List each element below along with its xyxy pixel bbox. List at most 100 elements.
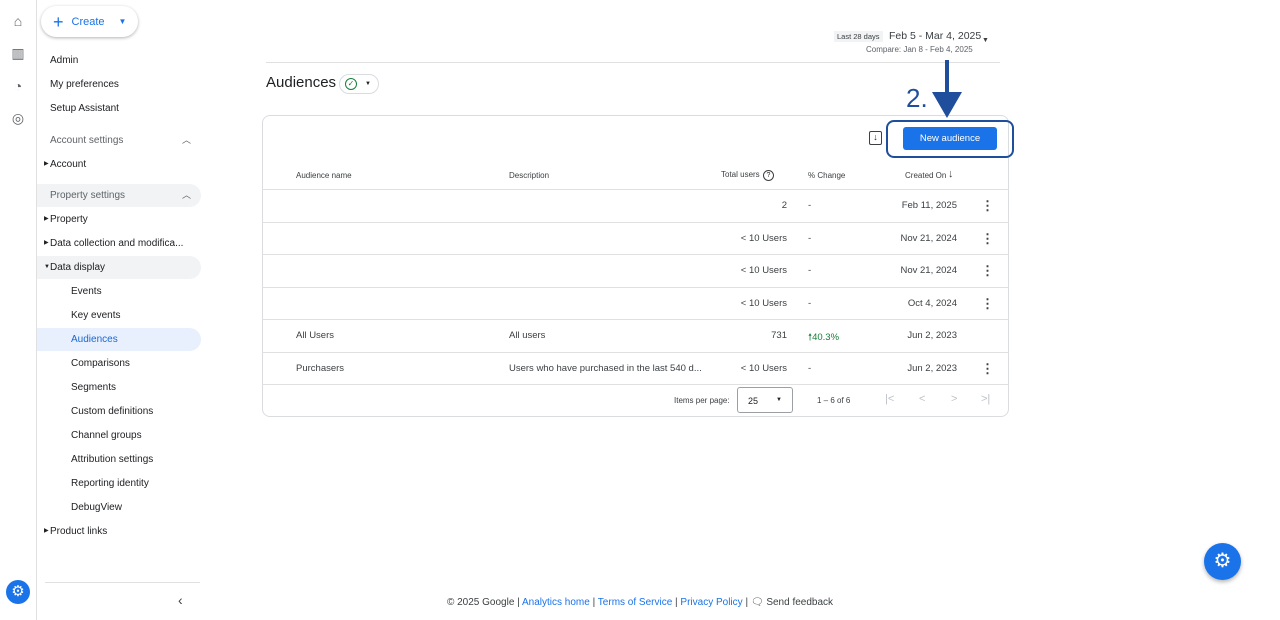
sidebar-item-debugview[interactable]: DebugView [71,502,122,513]
assistant-fab-icon[interactable]: ⚙ [1204,543,1241,580]
change-cell: - [808,200,812,211]
change-cell: - [808,232,812,244]
users-cell: < 10 Users [740,363,787,374]
sidebar-item-attribution-settings[interactable]: Attribution settings [71,454,154,465]
home-icon[interactable]: ⌂ [13,13,23,29]
footer: © 2025 Google | Analytics home | Terms o… [446,597,834,608]
users-cell: 731 [771,330,787,342]
send-feedback-link[interactable]: Send feedback [766,597,834,608]
help-icon[interactable]: ? [763,170,774,181]
created-cell: Oct 4, 2024 [907,297,957,309]
sidebar-item-my-preferences[interactable]: My preferences [50,79,119,90]
sidebar-item-property[interactable]: ▶ Property [37,208,201,231]
change-cell: - [808,363,812,374]
caret-right-icon: ▶ [44,240,49,246]
check-circle-icon: ✓ [345,78,357,90]
more-vert-icon[interactable]: ⋮ [981,230,994,246]
sidebar-item-comparisons[interactable]: Comparisons [71,358,130,369]
column-header-total-users[interactable]: Total users [721,170,760,179]
sidebar-item-data-collection-and-modifica[interactable]: ▶ Data collection and modifica... [37,232,201,255]
download-icon[interactable]: ↓ [869,131,882,145]
caret-down-icon: ▼ [118,17,127,26]
table-row[interactable]: Purchasers Users who have purchased in th… [262,352,1009,385]
sidebar-item-account-settings[interactable]: Account settings ︿ [37,129,201,152]
sidebar-item-property-settings[interactable]: Property settings ︿ [37,184,201,207]
divider [45,582,200,583]
users-cell: < 10 Users [740,232,787,244]
users-cell: < 10 Users [740,297,787,309]
sidebar-item-segments[interactable]: Segments [71,382,117,393]
terms-link[interactable]: Terms of Service [597,597,673,608]
created-cell: Nov 21, 2024 [900,232,957,244]
analytics-home-link[interactable]: Analytics home [522,597,590,608]
more-vert-icon[interactable]: ⋮ [981,198,994,213]
date-range[interactable]: Feb 5 - Mar 4, 2025 [889,30,982,42]
divider [262,384,1009,385]
sidebar-item-audiences[interactable]: Audiences [37,328,201,351]
page-title: Audiences [266,74,337,91]
sidebar-item-key-events[interactable]: Key events [71,310,121,321]
column-header-change[interactable]: % Change [808,171,846,180]
divider [266,62,1000,63]
table-row[interactable]: 2 - Feb 11, 2025 ⋮ [262,189,1009,222]
annotation-step-label: 2. [906,83,928,113]
caret-down-icon: ▼ [44,264,50,270]
annotation-highlight [886,120,1014,158]
new-audience-button[interactable]: New audience [903,127,997,150]
privacy-link[interactable]: Privacy Policy [680,597,743,608]
sidebar-item-data-display[interactable]: ▼ Data display [37,256,201,279]
sidebar-item-product-links[interactable]: ▶ Product links [37,520,201,543]
chevron-up-icon[interactable]: ︿ [181,135,191,145]
plus-icon: + [53,11,64,32]
caret-right-icon: ▶ [44,528,49,534]
sidebar-item-setup-assistant[interactable]: Setup Assistant [50,103,119,114]
admin-gear-icon[interactable]: ⚙ [6,580,30,604]
table-row[interactable]: < 10 Users - Nov 21, 2024 ⋮ [262,254,1009,287]
column-header-created-on[interactable]: Created On [905,171,947,180]
create-button[interactable]: + Create ▼ [41,6,138,37]
date-preset[interactable]: Last 28 days [834,31,883,42]
left-rail: ⌂ ▥ ◔ ◎ [0,0,37,620]
collapse-sidebar-icon[interactable]: ‹ [178,592,183,608]
pagination-range: 1 – 6 of 6 [817,396,851,405]
explore-icon[interactable]: ◔ [13,78,23,94]
more-vert-icon[interactable]: ⋮ [981,263,994,279]
caret-right-icon: ▶ [44,216,49,222]
table-row[interactable]: All Users All users 731 🠕40.3% Jun 2, 2023 [262,319,1009,352]
audience-status-chip[interactable]: ✓ ▼ [339,74,379,94]
more-vert-icon[interactable]: ⋮ [981,295,994,311]
items-per-page-select[interactable]: 25 ▼ [737,387,793,413]
caret-down-icon: ▼ [776,397,782,403]
caret-right-icon: ▶ [44,161,49,167]
first-page-icon[interactable]: |< [885,393,895,405]
created-cell: Feb 11, 2025 [901,200,957,211]
sidebar-item-admin[interactable]: Admin [50,55,79,66]
created-cell: Jun 2, 2023 [907,363,957,374]
sidebar-item-events[interactable]: Events [71,286,102,297]
sidebar-item-custom-definitions[interactable]: Custom definitions [71,406,154,417]
table-row[interactable]: < 10 Users - Oct 4, 2024 ⋮ [262,286,1009,320]
name-cell[interactable]: Purchasers [296,363,345,374]
sidebar-item-account[interactable]: ▶ Account [37,153,201,176]
last-page-icon[interactable]: >| [981,393,991,405]
more-vert-icon[interactable]: ⋮ [981,361,994,376]
description-cell: Users who have purchased in the last 540… [509,363,702,374]
column-header-name[interactable]: Audience name [296,171,352,180]
date-dropdown-icon[interactable]: ▼ [982,37,989,44]
sort-descending-icon[interactable]: ↓ [948,168,954,180]
description-cell: All users [509,330,546,342]
reports-icon[interactable]: ▥ [11,45,25,61]
name-cell[interactable]: All Users [296,330,335,342]
prev-page-icon[interactable]: < [919,393,926,405]
sidebar-item-channel-groups[interactable]: Channel groups [71,430,142,441]
column-header-description[interactable]: Description [509,171,550,180]
advertising-icon[interactable]: ◎ [11,110,25,126]
users-cell: < 10 Users [740,265,787,277]
feedback-icon: 🗨 [750,597,764,608]
chevron-up-icon[interactable]: ︿ [181,190,191,200]
caret-down-icon: ▼ [365,81,371,87]
sidebar-item-reporting-identity[interactable]: Reporting identity [71,478,149,489]
users-cell: 2 [781,200,787,211]
table-row[interactable]: < 10 Users - Nov 21, 2024 ⋮ [262,221,1009,255]
next-page-icon[interactable]: > [951,393,958,405]
